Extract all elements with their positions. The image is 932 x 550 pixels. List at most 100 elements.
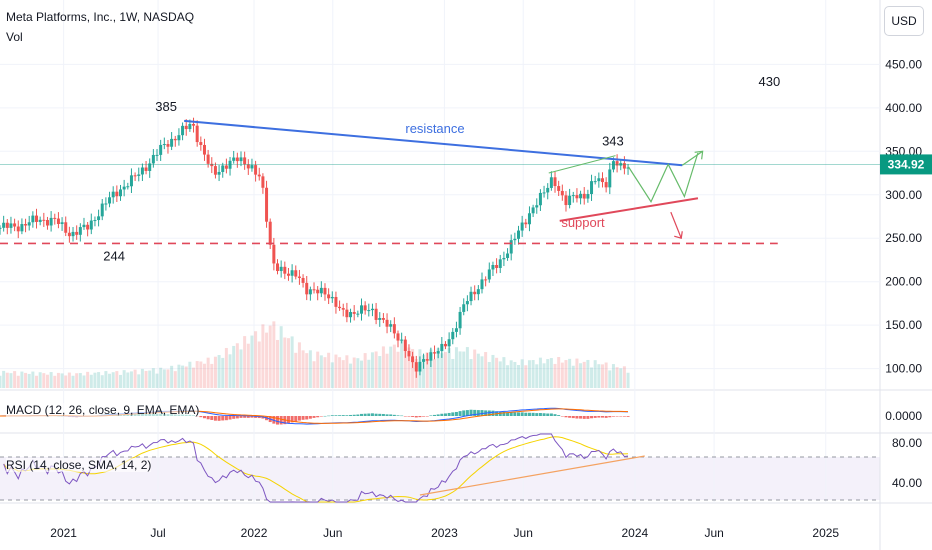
volume-bar: [604, 362, 608, 388]
candle-body: [597, 178, 601, 182]
macd-histogram-bar: [232, 416, 236, 419]
volume-bar: [181, 365, 185, 388]
candle-body: [575, 195, 579, 199]
candle-body: [473, 291, 477, 295]
candle-body: [250, 165, 254, 169]
macd-histogram-bar: [254, 416, 258, 418]
rsi-pane: [0, 433, 880, 503]
volume-bar: [104, 371, 108, 388]
volume-bar: [257, 341, 261, 388]
volume-bar: [111, 372, 115, 388]
candle-body: [538, 192, 542, 206]
volume-bar: [316, 351, 320, 388]
macd-histogram-bar: [608, 416, 612, 418]
macd-histogram-bar: [531, 412, 535, 416]
volume-bar: [509, 360, 513, 388]
candle-body: [502, 257, 506, 260]
macd-histogram-bar: [323, 415, 327, 417]
volume-bar: [140, 368, 144, 388]
candle-body: [206, 154, 210, 164]
macd-histogram-bar: [524, 412, 528, 416]
candle-body: [290, 270, 294, 276]
volume-bar: [31, 371, 35, 388]
macd-histogram-bar: [294, 416, 298, 422]
candle-body: [484, 279, 488, 281]
macd-histogram-bar: [359, 413, 363, 416]
support-line: [559, 197, 699, 222]
volume-bar: [166, 369, 170, 388]
time-tick-label: 2022: [241, 526, 268, 540]
rsi-label[interactable]: RSI (14, close, SMA, 14, 2): [6, 458, 152, 472]
macd-histogram-bar: [334, 415, 338, 416]
support-label: support: [561, 215, 605, 230]
macd-histogram-bar: [352, 414, 356, 416]
volume-bar: [531, 360, 535, 388]
macd-histogram-bar: [210, 416, 214, 420]
macd-histogram-bar: [290, 416, 294, 423]
candle-body: [535, 205, 539, 208]
macd-histogram-bar: [199, 416, 203, 418]
volume-bar: [283, 337, 287, 388]
volume-bar: [162, 369, 166, 388]
volume-bar: [491, 354, 495, 388]
volume-bar: [301, 350, 305, 388]
volume-bar: [312, 361, 316, 388]
macd-histogram-bar: [297, 416, 301, 421]
candle-body: [338, 306, 342, 309]
macd-histogram-bar: [429, 415, 433, 416]
volume-bar: [502, 357, 506, 388]
volume-bar: [137, 374, 141, 388]
candle-body: [568, 195, 572, 206]
candle-body: [257, 174, 261, 177]
volume-bar: [86, 371, 90, 388]
volume-bar: [206, 357, 210, 388]
candle-body: [411, 356, 415, 363]
volume-bar: [276, 339, 280, 388]
candle-body: [254, 165, 258, 175]
macd-histogram-bar: [575, 416, 579, 419]
candle-body: [622, 163, 626, 169]
macd-histogram-bar: [451, 412, 455, 416]
volume-bar: [67, 372, 71, 388]
currency-button[interactable]: USD: [884, 6, 924, 36]
volume-bar: [480, 356, 484, 388]
macd-histogram-bar: [356, 414, 360, 416]
macd-histogram-bar: [465, 410, 469, 416]
volume-bar: [192, 367, 196, 388]
volume-bar: [20, 371, 24, 388]
candle-body: [308, 289, 312, 295]
volume-bar: [268, 325, 272, 388]
resistance-line: [184, 119, 683, 167]
macd-histogram-bar: [407, 416, 411, 417]
candle-body: [615, 161, 619, 166]
candle-body: [327, 294, 331, 299]
candle-body: [560, 190, 564, 196]
volume-bar: [232, 345, 236, 388]
volume-bar: [133, 369, 137, 388]
candle-body: [75, 231, 79, 235]
macd-histogram-bar: [414, 416, 418, 418]
volume-bar: [64, 375, 68, 388]
volume-bar: [345, 355, 349, 388]
candle-body: [159, 144, 163, 155]
time-tick-label: Jun: [514, 526, 533, 540]
candle-body: [224, 165, 228, 169]
macd-histogram-bar: [378, 413, 382, 416]
volume-bar: [151, 368, 155, 388]
candle-body: [476, 289, 480, 295]
macd-histogram-bar: [276, 416, 280, 425]
candle-body: [403, 339, 407, 351]
volume-bar: [506, 365, 510, 388]
macd-label[interactable]: MACD (12, 26, close, 9, EMA, EMA): [6, 403, 200, 417]
volume-bar: [213, 356, 217, 388]
price-tick-label: 400.00: [885, 101, 922, 115]
chart-title: Meta Platforms, Inc., 1W, NASDAQ: [6, 10, 195, 24]
candle-body: [323, 287, 327, 295]
macd-histogram-bar: [447, 412, 451, 416]
last-price-tag: [880, 154, 932, 175]
macd-histogram-bar: [538, 413, 542, 416]
volume-bar: [38, 372, 42, 388]
macd-histogram-bar: [568, 416, 572, 418]
candle-body: [487, 269, 491, 280]
